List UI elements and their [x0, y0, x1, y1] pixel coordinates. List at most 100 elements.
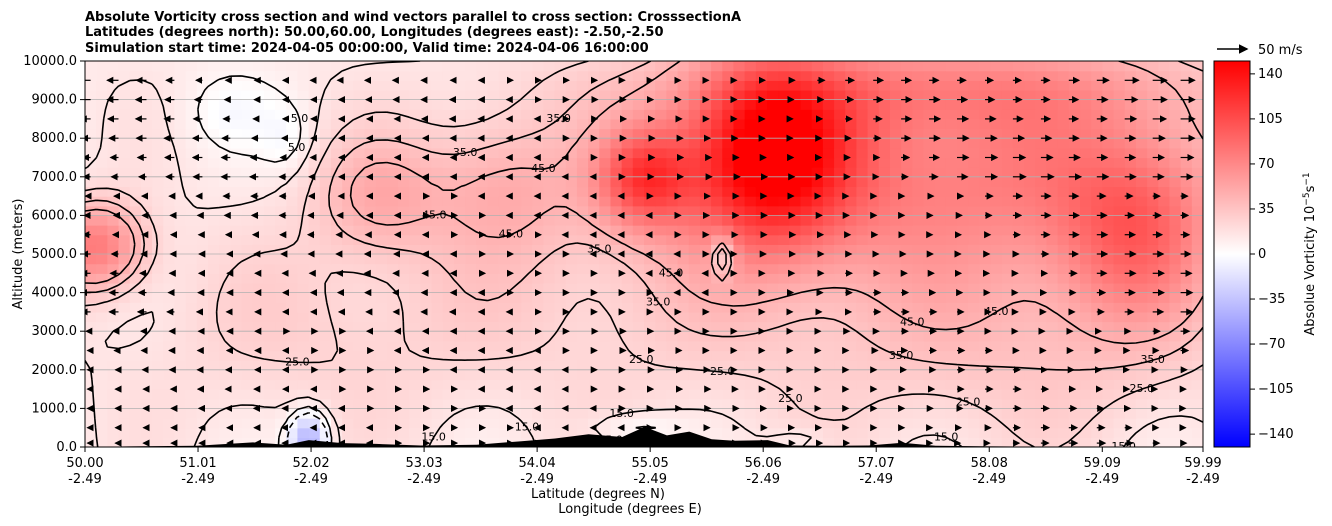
field-cell: [565, 225, 578, 236]
field-cell: [498, 99, 511, 110]
field-cell: [621, 138, 634, 149]
field-cell: [409, 273, 421, 284]
field-cell: [129, 398, 142, 409]
field-cell: [207, 360, 220, 371]
field-cell: [241, 61, 254, 72]
field-cell: [945, 61, 958, 72]
field-cell: [644, 398, 656, 409]
field-cell: [1135, 138, 1148, 149]
field-cell: [364, 186, 377, 197]
field-cell: [96, 186, 108, 197]
field-cell: [755, 389, 768, 400]
field-cell: [465, 398, 477, 409]
field-cell: [766, 99, 779, 110]
field-cell: [856, 89, 869, 101]
field-cell: [666, 418, 679, 429]
field-cell: [342, 80, 354, 91]
field-cell: [118, 418, 131, 429]
field-cell: [453, 244, 466, 255]
field-cell: [1113, 70, 1126, 81]
field-cell: [1180, 273, 1193, 284]
field-cell: [297, 138, 310, 149]
field-cell: [442, 427, 455, 438]
field-cell: [666, 80, 679, 91]
field-cell: [1035, 311, 1048, 323]
field-cell: [453, 263, 466, 274]
field-cell: [711, 282, 723, 294]
field-cell: [834, 128, 846, 139]
field-cell: [152, 331, 164, 342]
field-cell: [398, 157, 410, 168]
field-cell: [386, 157, 399, 168]
field-cell: [196, 379, 209, 390]
field-cell: [375, 427, 388, 438]
field-cell: [487, 70, 500, 81]
field-cell: [521, 70, 533, 81]
field-cell: [196, 128, 209, 139]
field-cell: [129, 254, 142, 265]
field-cell: [565, 273, 578, 284]
field-cell: [666, 427, 679, 438]
field-cell: [1158, 437, 1171, 447]
field-cell: [342, 89, 354, 101]
field-cell: [588, 234, 600, 245]
field-cell: [644, 118, 656, 130]
field-cell: [945, 99, 958, 110]
field-cell: [386, 99, 399, 110]
field-cell: [543, 80, 556, 91]
field-cell: [465, 427, 477, 438]
field-cell: [699, 176, 712, 188]
field-cell: [263, 340, 276, 352]
field-cell: [364, 147, 377, 159]
field-cell: [398, 418, 410, 429]
field-cell: [644, 331, 656, 342]
field-cell: [644, 89, 656, 101]
field-cell: [834, 80, 846, 91]
field-cell: [968, 302, 980, 313]
field-cell: [1035, 350, 1048, 361]
field-cell: [990, 360, 1003, 371]
field-cell: [185, 254, 198, 265]
field-cell: [711, 273, 723, 284]
field-cell: [308, 99, 321, 110]
field-cell: [129, 389, 142, 400]
field-cell: [431, 215, 444, 226]
field-cell: [990, 118, 1003, 130]
field-cell: [1158, 311, 1171, 323]
field-cell: [867, 418, 880, 429]
field-cell: [699, 138, 712, 149]
field-cell: [453, 99, 466, 110]
field-cell: [140, 109, 153, 120]
field-cell: [297, 244, 310, 255]
field-cell: [1057, 205, 1070, 216]
field-cell: [632, 80, 645, 91]
field-cell: [509, 128, 522, 139]
field-cell: [1158, 418, 1171, 429]
field-cell: [219, 408, 231, 419]
field-cell: [834, 263, 846, 274]
field-cell: [778, 427, 790, 438]
field-cell: [420, 340, 433, 352]
field-cell: [1012, 89, 1025, 101]
field-cell: [319, 263, 332, 274]
contour-label: 25.0: [629, 353, 654, 366]
field-cell: [420, 80, 433, 91]
field-cell: [297, 427, 310, 438]
field-cell: [521, 157, 533, 168]
field-cell: [677, 147, 690, 159]
field-cell: [96, 398, 108, 409]
field-cell: [811, 398, 824, 409]
field-cell: [588, 70, 600, 81]
field-cell: [476, 167, 489, 178]
field-cell: [364, 340, 377, 352]
field-cell: [297, 128, 310, 139]
field-cell: [85, 263, 97, 274]
field-cell: [420, 282, 433, 294]
field-cell: [588, 282, 600, 294]
field-cell: [733, 61, 746, 72]
field-cell: [375, 215, 388, 226]
field-cell: [990, 292, 1003, 303]
field-cell: [420, 379, 433, 390]
field-cell: [1068, 254, 1081, 265]
field-cell: [1124, 418, 1137, 429]
